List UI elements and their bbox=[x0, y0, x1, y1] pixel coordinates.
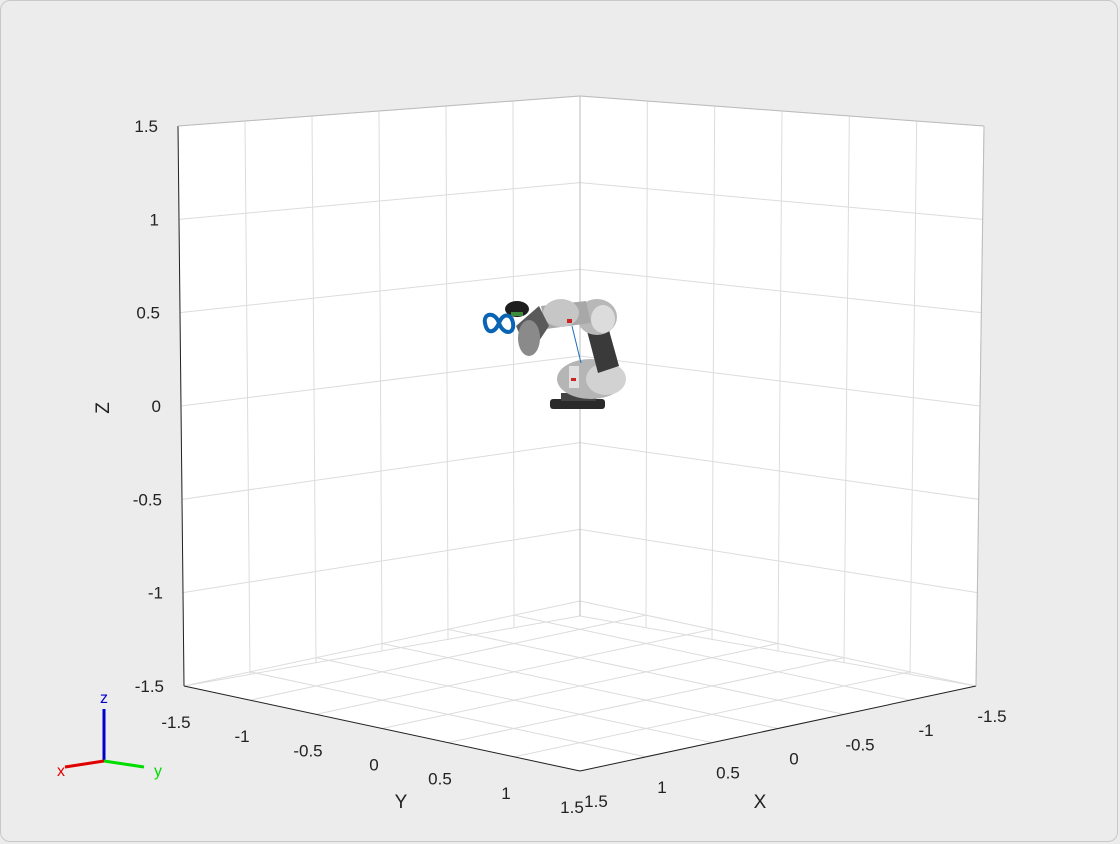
y-tick-label: 1.5 bbox=[560, 798, 584, 817]
box-edges bbox=[177, 95, 985, 772]
x-gridline-wall bbox=[909, 120, 918, 675]
z-tick-label: -1.5 bbox=[135, 677, 164, 696]
x-gridline-wall bbox=[711, 105, 716, 640]
orientation-triad: z y x bbox=[57, 690, 162, 780]
robot-upper-arm bbox=[587, 323, 619, 373]
back-wall-left bbox=[178, 96, 580, 686]
x-tick-label: 1.5 bbox=[584, 792, 608, 811]
x-gridline-floor bbox=[513, 614, 911, 701]
x-tick-label: -0.5 bbox=[845, 735, 874, 754]
x-gridline-floor bbox=[249, 671, 647, 758]
triad-y-label: y bbox=[154, 763, 162, 780]
x-gridline-floor bbox=[381, 643, 779, 729]
floor-plane bbox=[184, 616, 976, 771]
z-tick-label: 0.5 bbox=[136, 304, 160, 323]
triad-z-label: z bbox=[100, 690, 108, 707]
y-tick-label: -1 bbox=[234, 727, 249, 746]
x-gridline-floor bbox=[579, 600, 977, 687]
y-tick-label: -1.5 bbox=[161, 713, 190, 732]
y-gridline-wall bbox=[244, 120, 251, 675]
robot-base-plate bbox=[550, 399, 605, 409]
x-gridline-wall bbox=[843, 115, 850, 663]
x-tick-label: -1.5 bbox=[977, 707, 1006, 726]
robot-arm[interactable] bbox=[505, 299, 626, 409]
y-tick-label: -0.5 bbox=[293, 741, 322, 760]
x-gridline-wall bbox=[645, 100, 648, 628]
y-gridline-wall bbox=[445, 105, 449, 640]
z-tick-label: -1 bbox=[148, 584, 163, 603]
y-gridline-wall bbox=[512, 100, 515, 628]
x-tick-label: 0 bbox=[789, 750, 798, 769]
y-tick-label: 1 bbox=[501, 784, 510, 803]
x-tick-label: 0.5 bbox=[716, 764, 740, 783]
triad-x-label: x bbox=[57, 763, 65, 780]
x-axis-label: X bbox=[754, 792, 767, 813]
tick-labels: -1.5-1-0.500.511.5-1.5-1-0.500.511.5 1.51… bbox=[133, 117, 1007, 817]
z-axis-label: Z bbox=[93, 402, 114, 414]
y-axis-label: Y bbox=[395, 792, 408, 813]
back-wall-right bbox=[580, 96, 984, 686]
x-gridline-wall bbox=[777, 110, 783, 652]
y-tick-label: 0 bbox=[369, 756, 378, 775]
x-gridline-floor bbox=[447, 628, 845, 715]
z-tick-label: 1.5 bbox=[134, 117, 158, 136]
z-tick-label: 0 bbox=[152, 397, 161, 416]
x-gridline-floor bbox=[315, 657, 713, 744]
y-tick-label: 0.5 bbox=[428, 770, 452, 789]
y-gridline-wall bbox=[311, 115, 317, 663]
end-effector-trajectory bbox=[482, 312, 516, 334]
y-gridline-wall bbox=[378, 110, 383, 652]
x-tick-label: 1 bbox=[657, 778, 666, 797]
z-tick-label: -0.5 bbox=[133, 490, 162, 509]
z-tick-label: 1 bbox=[150, 210, 159, 229]
x-tick-label: -1 bbox=[918, 721, 933, 740]
